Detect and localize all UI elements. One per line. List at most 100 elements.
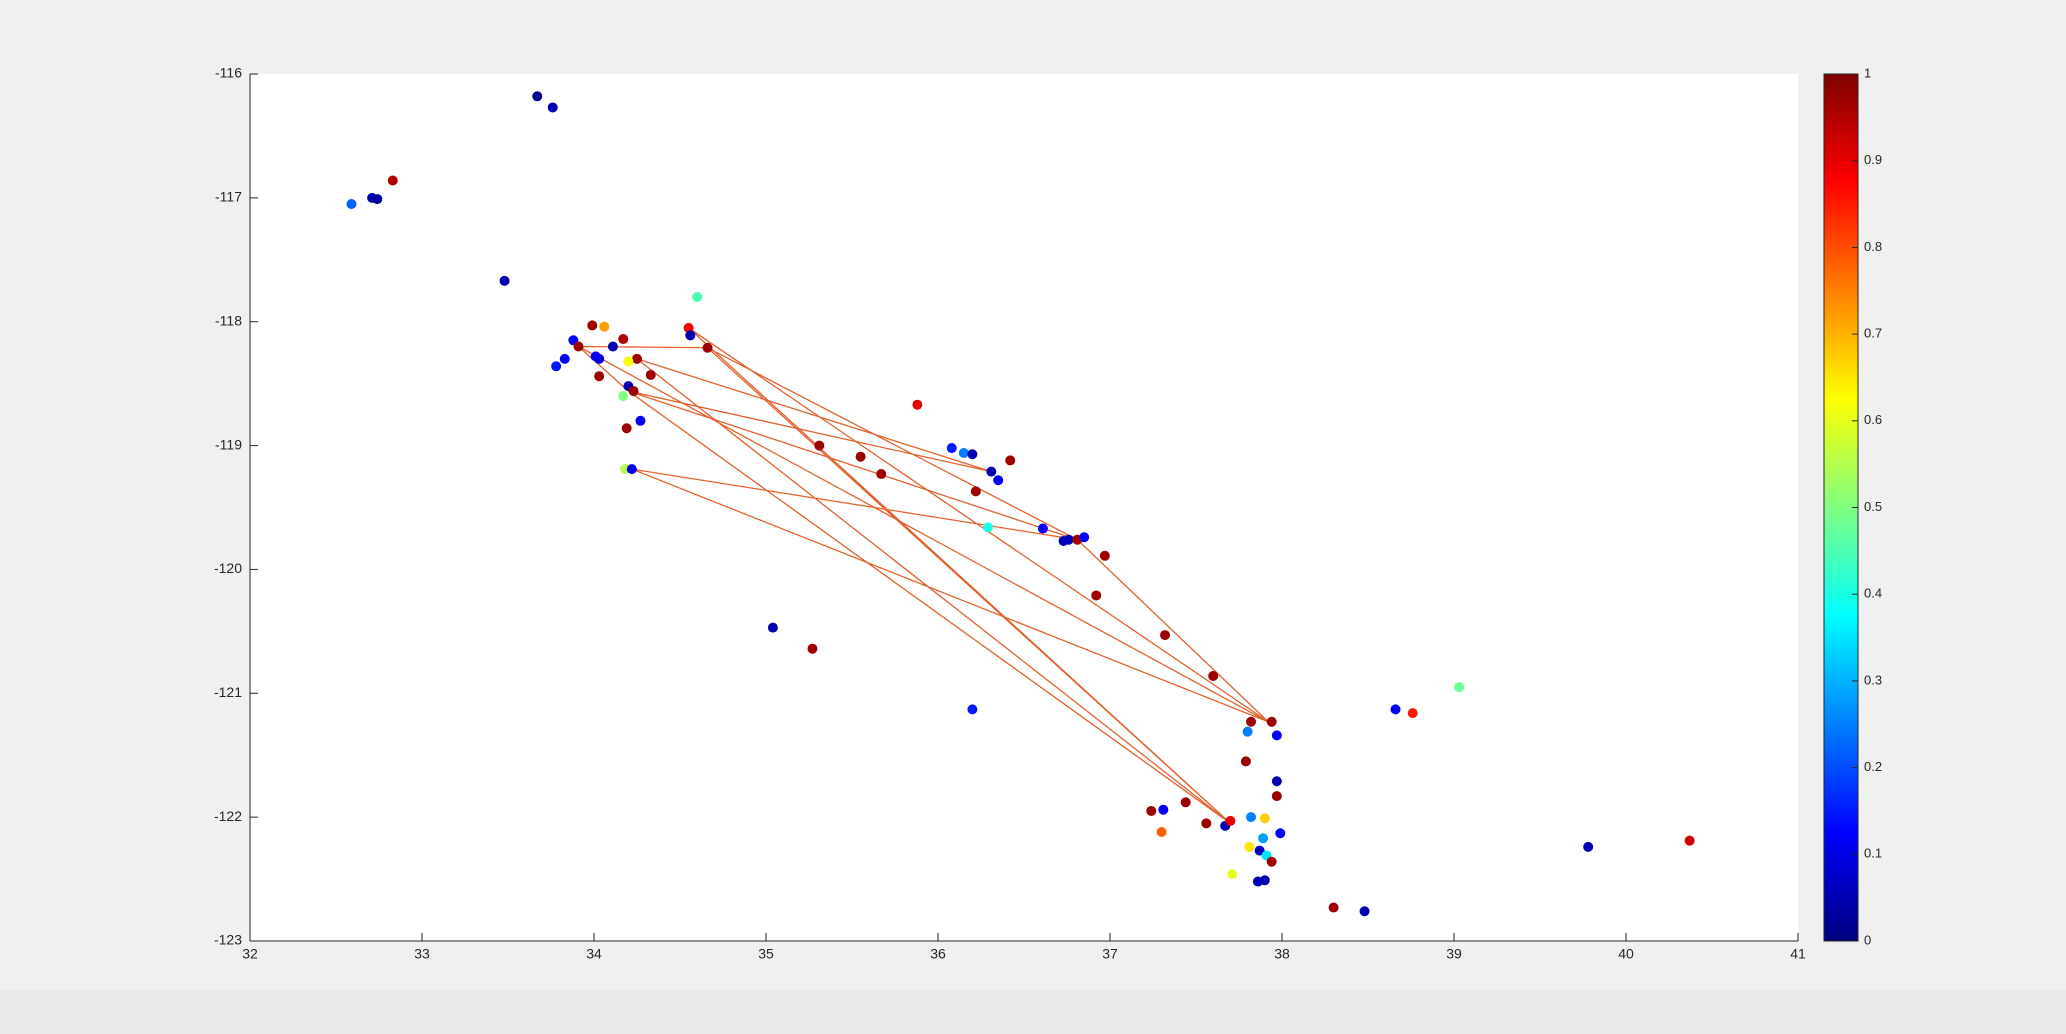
- point: [1254, 845, 1265, 856]
- point: [958, 448, 969, 459]
- point: [621, 423, 632, 434]
- y-tick-label: -118: [215, 312, 242, 328]
- colorbar-tick-label: 0.7: [1864, 326, 1882, 341]
- plot-area: [250, 74, 1798, 941]
- point: [607, 341, 618, 352]
- point: [1390, 704, 1401, 715]
- point: [547, 102, 558, 113]
- point: [1099, 550, 1110, 561]
- point: [1225, 815, 1236, 826]
- x-tick-label: 38: [1274, 946, 1290, 962]
- point: [372, 194, 383, 205]
- point: [986, 466, 997, 477]
- point: [1160, 630, 1171, 641]
- x-tick-label: 32: [242, 946, 258, 962]
- point: [967, 449, 978, 460]
- point: [1063, 534, 1074, 545]
- point: [912, 399, 923, 410]
- point: [1328, 902, 1339, 913]
- point: [982, 522, 993, 533]
- point: [573, 341, 584, 352]
- y-tick-label: -121: [214, 684, 242, 700]
- colorbar-tick-label: 0.8: [1864, 239, 1882, 254]
- point: [1156, 827, 1167, 838]
- point: [594, 353, 605, 364]
- point: [1454, 682, 1465, 693]
- y-tick-label: -123: [214, 932, 242, 948]
- point: [1259, 813, 1270, 824]
- x-tick-label: 39: [1446, 946, 1462, 962]
- point: [1271, 791, 1282, 802]
- y-tick-label: -116: [215, 65, 242, 81]
- point: [702, 342, 713, 353]
- point: [599, 321, 610, 332]
- point: [767, 622, 778, 633]
- point: [970, 486, 981, 497]
- colorbar-tick-label: 1: [1864, 65, 1871, 80]
- point: [1407, 708, 1418, 719]
- point: [1244, 841, 1255, 852]
- x-tick-label: 36: [930, 946, 946, 962]
- point: [692, 291, 703, 302]
- point: [1246, 716, 1257, 727]
- x-tick-label: 41: [1790, 946, 1806, 962]
- point: [618, 334, 629, 345]
- point: [1208, 670, 1219, 681]
- x-tick-label: 40: [1618, 946, 1634, 962]
- point: [1242, 726, 1253, 737]
- point: [685, 330, 696, 341]
- point: [1240, 756, 1251, 767]
- point: [559, 353, 570, 364]
- colorbar-tick-label: 0.3: [1864, 672, 1882, 687]
- point: [619, 464, 630, 475]
- colorbar-tick-label: 0.9: [1864, 152, 1882, 167]
- x-tick-label: 33: [414, 946, 430, 962]
- colorbar-tick-label: 0.4: [1864, 586, 1882, 601]
- point: [532, 91, 543, 102]
- point: [635, 415, 646, 426]
- colorbar-tick-label: 0.5: [1864, 499, 1882, 514]
- y-tick-label: -117: [215, 189, 242, 205]
- colorbar-tick-label: 0.1: [1864, 846, 1882, 861]
- point: [1266, 716, 1277, 727]
- point: [645, 369, 656, 380]
- point: [1005, 455, 1016, 466]
- point: [594, 371, 605, 382]
- y-tick-label: -119: [215, 436, 242, 452]
- point: [946, 443, 957, 454]
- point: [1583, 841, 1594, 852]
- x-tick-label: 34: [586, 946, 602, 962]
- point: [876, 469, 887, 480]
- colorbar-tick-label: 0.2: [1864, 759, 1882, 774]
- point: [346, 199, 357, 210]
- point: [632, 353, 642, 364]
- point: [1091, 590, 1102, 601]
- point: [1275, 828, 1286, 839]
- bottom-strip: [0, 990, 2066, 1034]
- point: [618, 391, 629, 402]
- point: [1246, 812, 1257, 823]
- colorbar-tick-label: 0: [1864, 932, 1871, 947]
- point: [1271, 776, 1282, 787]
- point: [1359, 906, 1370, 917]
- colorbar-tick-label: 0.6: [1864, 412, 1882, 427]
- point: [1227, 869, 1238, 880]
- point: [623, 356, 634, 367]
- point: [967, 704, 978, 715]
- point: [1180, 797, 1191, 808]
- point: [1037, 523, 1048, 534]
- point: [1259, 875, 1270, 886]
- x-tick-label: 35: [758, 946, 774, 962]
- point: [993, 475, 1004, 486]
- point: [1158, 804, 1169, 815]
- point: [1079, 532, 1090, 543]
- point: [807, 643, 818, 654]
- x-tick-label: 37: [1102, 946, 1118, 962]
- point: [1266, 856, 1277, 867]
- point: [626, 464, 637, 475]
- point: [1201, 818, 1212, 829]
- point: [1258, 833, 1269, 844]
- point: [499, 275, 510, 286]
